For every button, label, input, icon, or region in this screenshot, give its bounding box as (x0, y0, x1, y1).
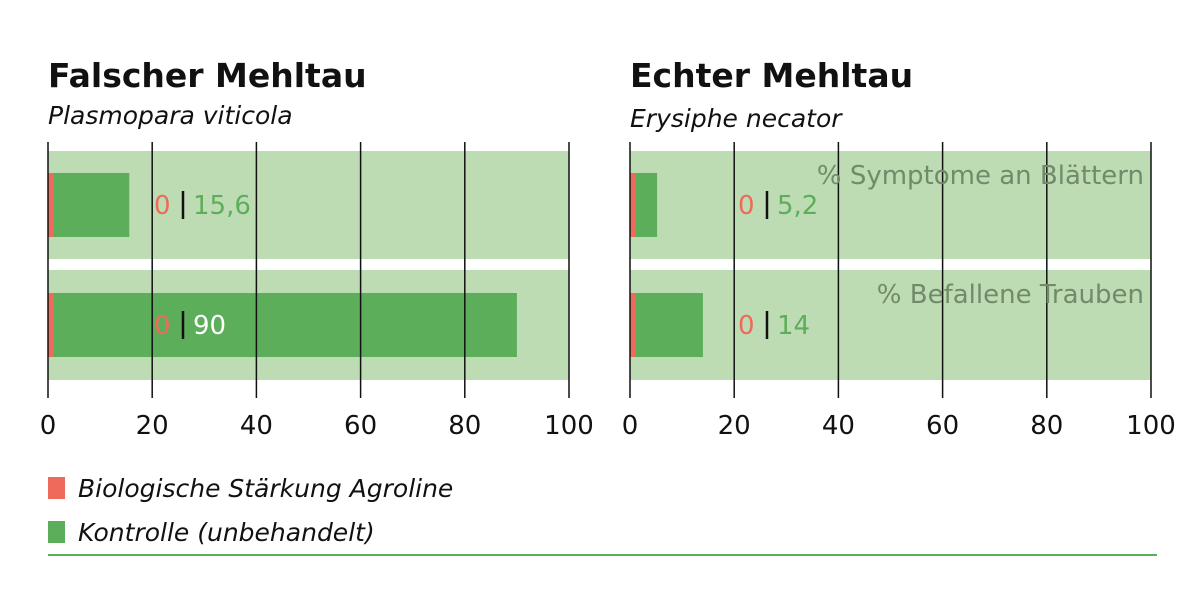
panel-1-row-1-control-bar (48, 173, 130, 237)
legend-label-treated: Biologische Stärkung Agroline (78, 473, 454, 503)
panel-2-tick-label-100: 100 (1126, 411, 1176, 441)
panel-1-row-1-treated-value: 0 (154, 191, 171, 221)
panel-1-tick-label-80: 80 (448, 411, 481, 441)
panel-2-row-1-treated-bar (630, 173, 636, 237)
panel-1-tick-label-100: 100 (544, 411, 594, 441)
panel-1-tick-label-60: 60 (344, 411, 377, 441)
panel-1-row-2-control-bar (48, 293, 517, 357)
panel-2-tick-label-20: 20 (718, 411, 751, 441)
panel-2-title: Echter Mehltau (630, 56, 914, 95)
panel-1-row-2-control-value: 90 (193, 311, 226, 341)
panel-1-row-2-treated-value: 0 (154, 311, 171, 341)
legend-item-control: Kontrolle (unbehandelt) (48, 510, 453, 554)
panel-2-tick-label-40: 40 (822, 411, 855, 441)
panel-1-row-1-control-value: 15,6 (193, 191, 251, 221)
legend: Biologische Stärkung Agroline Kontrolle … (48, 466, 453, 554)
panel-2-tick-label-0: 0 (622, 411, 639, 441)
legend-swatch-treated (48, 477, 65, 499)
legend-label-control: Kontrolle (unbehandelt) (78, 517, 375, 547)
legend-item-treated: Biologische Stärkung Agroline (48, 466, 453, 510)
panel-2-row-2-control-bar (630, 293, 703, 357)
panel-2-row-1-treated-value: 0 (738, 191, 755, 221)
panel-1-row-1-band (48, 151, 569, 259)
panel-1-tick-label-40: 40 (240, 411, 273, 441)
panel-2-row-1-band (630, 151, 1151, 259)
panel-2-subtitle: Erysiphe necator (630, 104, 842, 133)
panel-2-tick-label-60: 60 (926, 411, 959, 441)
panel-2-row-2-band (630, 270, 1151, 380)
panel-1-row-1-treated-bar (48, 173, 54, 237)
panel-1-title: Falscher Mehltau (48, 56, 367, 95)
panel-2-row-2-treated-value: 0 (738, 311, 755, 341)
panel-2-row-2-category-label: % Befallene Trauben (877, 280, 1144, 310)
panel-1-subtitle: Plasmopara viticola (48, 101, 293, 130)
panel-1-tick-label-0: 0 (40, 411, 57, 441)
panel-1-tick-label-20: 20 (136, 411, 169, 441)
footer-divider (48, 554, 1157, 556)
panel-1-row-2-treated-bar (48, 293, 54, 357)
panel-2-row-1-control-value: 5,2 (777, 191, 818, 221)
panel-2-row-1-category-label: % Symptome an Blättern (817, 161, 1144, 191)
legend-swatch-control (48, 521, 65, 543)
panel-2-row-2-treated-bar (630, 293, 636, 357)
panel-2-row-2-control-value: 14 (777, 311, 810, 341)
panel-2-tick-label-80: 80 (1030, 411, 1063, 441)
